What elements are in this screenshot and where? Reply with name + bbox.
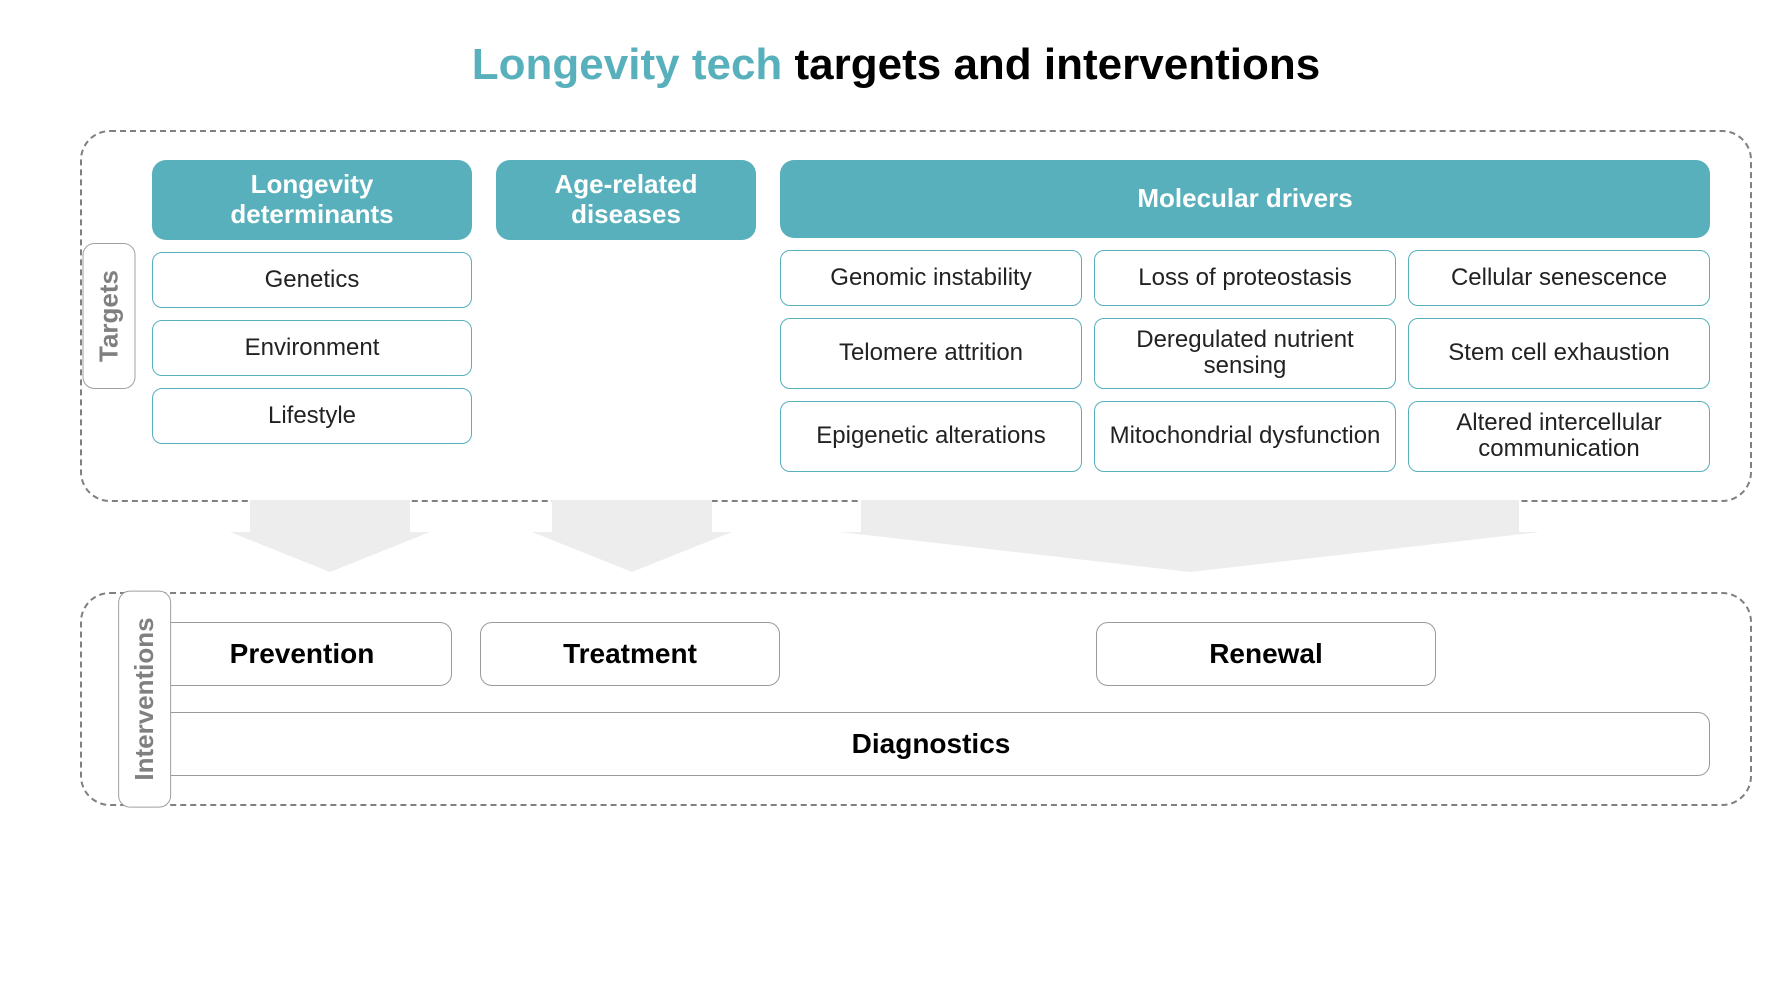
item-cellular-senescence: Cellular senescence xyxy=(1408,250,1710,306)
col-diseases: Age-related diseases xyxy=(496,160,756,240)
arrow-molecular xyxy=(840,500,1540,572)
item-telomere-attrition: Telomere attrition xyxy=(780,318,1082,389)
targets-label: Targets xyxy=(83,243,136,389)
item-environment: Environment xyxy=(152,320,472,376)
arrows-row xyxy=(80,502,1752,592)
page: Longevity tech targets and interventions… xyxy=(40,40,1752,806)
interventions-label: Interventions xyxy=(118,590,171,807)
box-prevention: Prevention xyxy=(152,622,452,686)
item-stem-cell-exhaustion: Stem cell exhaustion xyxy=(1408,318,1710,389)
col-molecular: Molecular drivers Genomic instability Lo… xyxy=(780,160,1710,472)
box-treatment: Treatment xyxy=(480,622,780,686)
interventions-inner: Prevention Treatment Renewal Diagnostics xyxy=(152,622,1710,776)
spacer xyxy=(808,622,1068,686)
item-lifestyle: Lifestyle xyxy=(152,388,472,444)
molecular-grid: Genomic instability Loss of proteostasis… xyxy=(780,250,1710,472)
box-diagnostics: Diagnostics xyxy=(152,712,1710,776)
item-mitochondrial-dysfunction: Mitochondrial dysfunction xyxy=(1094,401,1396,472)
item-epigenetic-alterations: Epigenetic alterations xyxy=(780,401,1082,472)
hdr-molecular: Molecular drivers xyxy=(780,160,1710,238)
title-accent: Longevity tech xyxy=(472,40,783,89)
targets-section: Targets Longevity determinants Genetics … xyxy=(80,130,1752,502)
hdr-diseases: Age-related diseases xyxy=(496,160,756,240)
item-genetics: Genetics xyxy=(152,252,472,308)
item-altered-intercellular: Altered intercellular communication xyxy=(1408,401,1710,472)
interventions-section: Interventions Prevention Treatment Renew… xyxy=(80,592,1752,806)
col-determinants: Longevity determinants Genetics Environm… xyxy=(152,160,472,444)
interventions-row: Prevention Treatment Renewal xyxy=(152,622,1710,686)
item-genomic-instability: Genomic instability xyxy=(780,250,1082,306)
hdr-determinants: Longevity determinants xyxy=(152,160,472,240)
title-rest: targets and interventions xyxy=(782,40,1320,89)
box-renewal: Renewal xyxy=(1096,622,1436,686)
item-loss-proteostasis: Loss of proteostasis xyxy=(1094,250,1396,306)
item-deregulated-nutrient: Deregulated nutrient sensing xyxy=(1094,318,1396,389)
page-title: Longevity tech targets and interventions xyxy=(40,40,1752,90)
arrow-diseases xyxy=(532,500,732,572)
targets-row: Longevity determinants Genetics Environm… xyxy=(152,160,1710,472)
arrow-determinants xyxy=(230,500,430,572)
